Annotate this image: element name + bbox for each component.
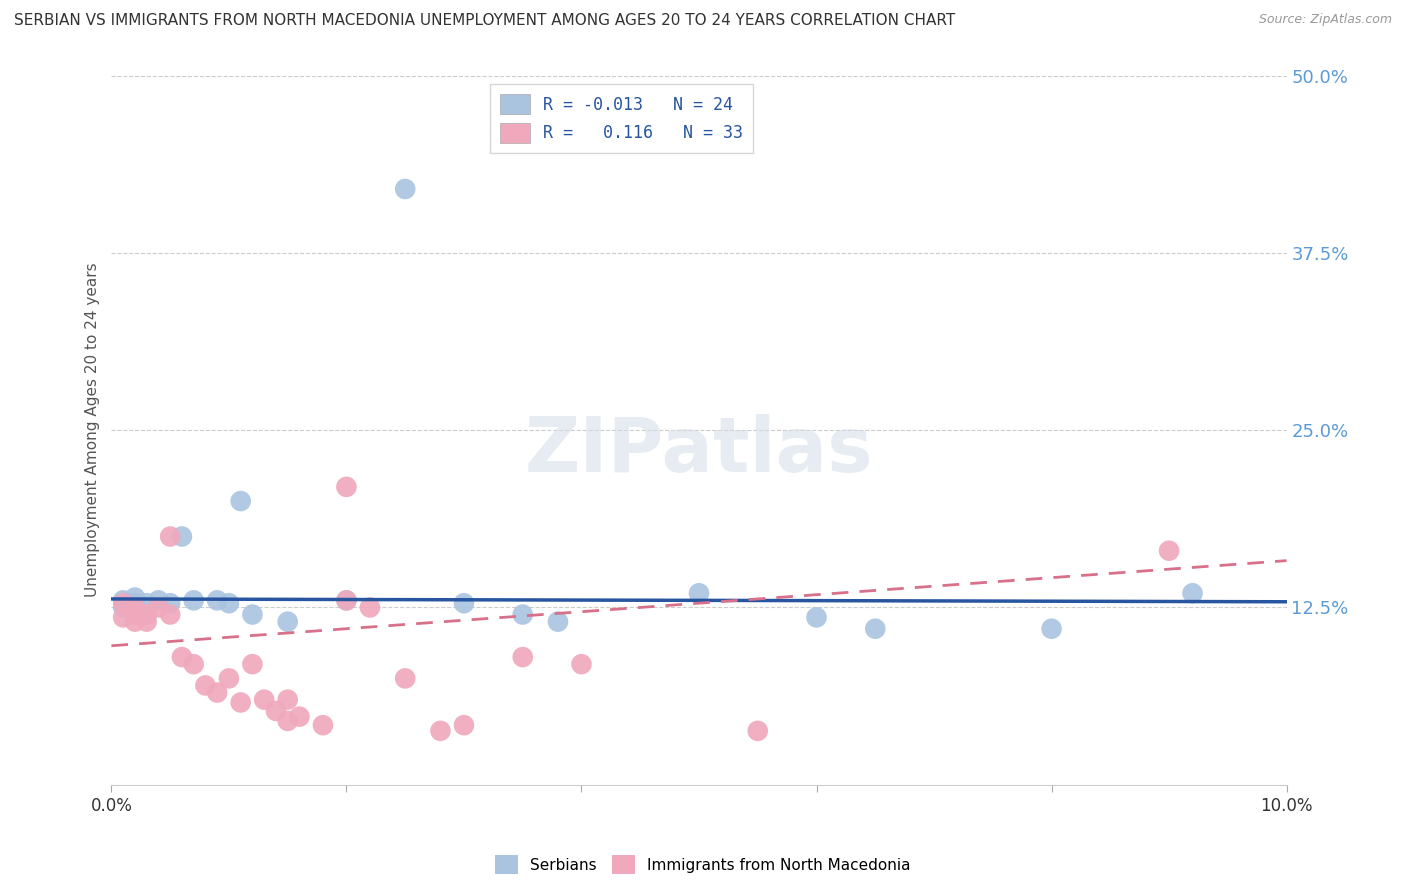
Point bbox=[148, 600, 170, 615]
Point bbox=[1040, 622, 1063, 636]
Point bbox=[135, 615, 157, 629]
Point bbox=[277, 714, 299, 728]
Point bbox=[112, 610, 135, 624]
Point bbox=[112, 600, 135, 615]
Point bbox=[335, 480, 357, 494]
Point bbox=[112, 596, 135, 610]
Point bbox=[288, 709, 311, 723]
Point bbox=[806, 610, 828, 624]
Point bbox=[394, 182, 416, 196]
Point bbox=[159, 529, 181, 543]
Point bbox=[747, 723, 769, 738]
Y-axis label: Unemployment Among Ages 20 to 24 years: Unemployment Among Ages 20 to 24 years bbox=[86, 263, 100, 598]
Point bbox=[312, 718, 335, 732]
Point bbox=[229, 696, 252, 710]
Point bbox=[170, 650, 193, 665]
Point bbox=[205, 685, 228, 699]
Point bbox=[135, 596, 157, 610]
Point bbox=[124, 591, 146, 605]
Point bbox=[394, 672, 416, 686]
Point bbox=[335, 593, 357, 607]
Point bbox=[1157, 543, 1180, 558]
Point bbox=[159, 596, 181, 610]
Point bbox=[429, 723, 451, 738]
Text: ZIPatlas: ZIPatlas bbox=[524, 415, 873, 489]
Point bbox=[688, 586, 710, 600]
Point bbox=[194, 678, 217, 692]
Text: Source: ZipAtlas.com: Source: ZipAtlas.com bbox=[1258, 13, 1392, 27]
Point bbox=[242, 607, 264, 622]
Point bbox=[242, 657, 264, 672]
Point bbox=[124, 607, 146, 622]
Point bbox=[253, 692, 276, 706]
Point bbox=[170, 529, 193, 543]
Point bbox=[264, 704, 287, 718]
Point bbox=[218, 672, 240, 686]
Point bbox=[159, 607, 181, 622]
Point bbox=[359, 600, 381, 615]
Legend: R = -0.013   N = 24, R =   0.116   N = 33: R = -0.013 N = 24, R = 0.116 N = 33 bbox=[489, 84, 754, 153]
Point bbox=[183, 657, 205, 672]
Point bbox=[218, 596, 240, 610]
Point bbox=[229, 494, 252, 508]
Point bbox=[183, 593, 205, 607]
Point bbox=[453, 718, 475, 732]
Point bbox=[277, 615, 299, 629]
Point bbox=[571, 657, 593, 672]
Point bbox=[148, 593, 170, 607]
Point bbox=[865, 622, 887, 636]
Point bbox=[335, 593, 357, 607]
Point bbox=[124, 600, 146, 615]
Point bbox=[512, 650, 534, 665]
Point bbox=[205, 593, 228, 607]
Point bbox=[1181, 586, 1204, 600]
Point bbox=[112, 593, 135, 607]
Point bbox=[547, 615, 569, 629]
Point bbox=[124, 596, 146, 610]
Point bbox=[453, 596, 475, 610]
Point bbox=[277, 692, 299, 706]
Point bbox=[124, 615, 146, 629]
Legend: Serbians, Immigrants from North Macedonia: Serbians, Immigrants from North Macedoni… bbox=[489, 849, 917, 880]
Point bbox=[135, 607, 157, 622]
Text: SERBIAN VS IMMIGRANTS FROM NORTH MACEDONIA UNEMPLOYMENT AMONG AGES 20 TO 24 YEAR: SERBIAN VS IMMIGRANTS FROM NORTH MACEDON… bbox=[14, 13, 955, 29]
Point bbox=[512, 607, 534, 622]
